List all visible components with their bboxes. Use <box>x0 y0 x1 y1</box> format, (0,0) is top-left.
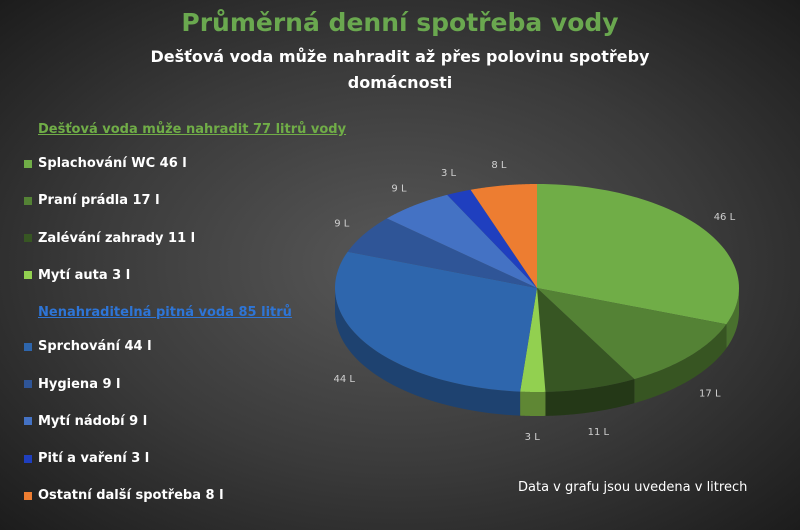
legend-swatch <box>24 159 32 168</box>
legend-label: Mytí nádobí 9 l <box>38 413 148 429</box>
slice-top <box>347 218 537 288</box>
legend-label: Mytí auta 3 l <box>38 267 131 283</box>
slice-top <box>386 194 537 288</box>
legend-entry: Praní prádla 17 l <box>24 193 160 208</box>
chart-title: Průměrná denní spotřeba vody <box>181 8 619 37</box>
legend-entry: Splachování WC 46 l <box>24 156 187 171</box>
legend-label: Zalévání zahrady 11 l <box>38 230 196 246</box>
legend-label: Sprchování 44 l <box>38 339 152 355</box>
data-label: 9 L <box>334 218 350 229</box>
pie-slice <box>520 288 546 416</box>
legend-entry: Mytí nádobí 9 l <box>24 414 147 429</box>
data-label: 3 L <box>525 432 541 443</box>
pie-slice <box>386 194 537 288</box>
pie-slice <box>470 184 537 288</box>
legend-swatch <box>24 342 32 351</box>
data-label: 11 L <box>588 427 610 438</box>
legend-entry: Ostatní další spotřeba 8 l <box>24 488 224 503</box>
data-label: 9 L <box>391 184 407 195</box>
slice-top <box>470 184 537 288</box>
legend-label: Praní prádla 17 l <box>38 193 160 209</box>
pie-slice <box>447 189 537 288</box>
slice-side <box>726 288 739 349</box>
slice-side <box>335 288 521 416</box>
legend-group-title: Dešťová voda může nahradit 77 litrů vody <box>38 122 347 137</box>
legend-label: Pití a vaření 3 l <box>38 451 150 467</box>
legend-swatch <box>24 196 32 205</box>
legend-label: Splachování WC 46 l <box>38 156 187 171</box>
legend-group-title: Nenahraditelná pitná voda 85 litrů <box>38 305 292 321</box>
data-label: 46 L <box>714 212 736 223</box>
legend-entry: Mytí auta 3 l <box>24 268 130 283</box>
legend-entry: Pití a vaření 3 l <box>24 451 149 466</box>
legend-label: Ostatní další spotřeba 8 l <box>38 488 224 504</box>
legend-swatch <box>24 417 32 426</box>
slice-side <box>520 391 546 416</box>
slice-top <box>537 184 739 325</box>
pie-slice <box>335 251 537 416</box>
legend-swatch <box>24 454 32 463</box>
chart-subtitle: Dešťová voda může nahradit až přes polov… <box>150 47 650 92</box>
legend-entry: Hygiena 9 l <box>24 377 121 392</box>
slice-top <box>335 251 537 392</box>
legend-swatch <box>24 491 32 500</box>
note: Data v grafu jsou uvedena v litrech <box>518 480 748 495</box>
slice-top <box>537 288 727 380</box>
legend-entry: Zalévání zahrady 11 l <box>24 231 195 246</box>
data-label: 3 L <box>441 168 457 179</box>
slice-side <box>545 379 635 416</box>
legend-label: Hygiena 9 l <box>38 376 121 392</box>
slice-side <box>634 324 727 404</box>
legend-entry: Sprchování 44 l <box>24 339 152 354</box>
legend-swatch <box>24 271 32 280</box>
pie-slice <box>347 218 537 288</box>
slice-top <box>447 189 537 288</box>
legend-swatch <box>24 380 32 388</box>
pie-slice <box>537 288 635 416</box>
data-label: 44 L <box>334 374 356 385</box>
pie-slice <box>537 288 727 404</box>
legend-swatch <box>24 234 32 243</box>
data-label: 8 L <box>491 160 507 171</box>
slice-top <box>537 288 635 392</box>
slice-top <box>520 288 546 392</box>
pie-slice <box>537 184 739 349</box>
data-label: 17 L <box>699 389 721 400</box>
